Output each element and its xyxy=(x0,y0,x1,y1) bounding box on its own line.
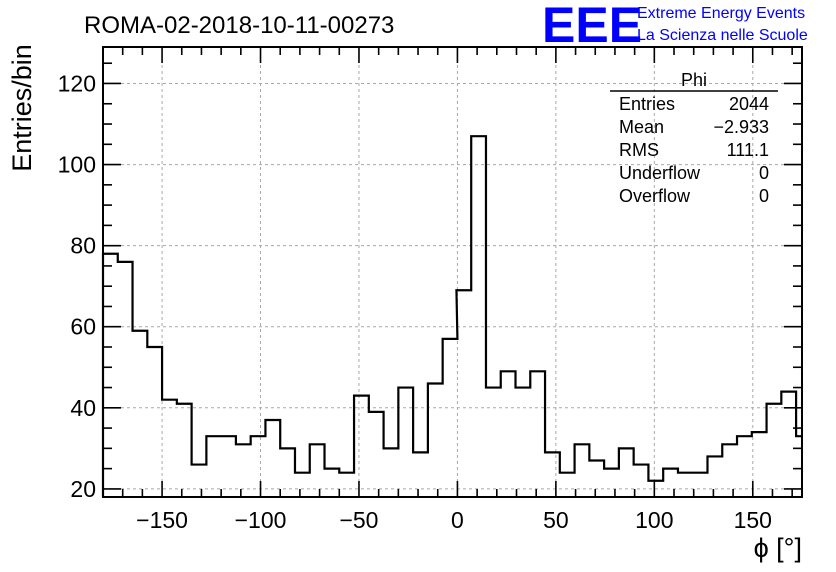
histogram-bin xyxy=(604,469,619,497)
stats-label-overflow: Overflow xyxy=(619,186,691,206)
histogram-bin xyxy=(530,371,545,497)
x-tick-label: 50 xyxy=(543,507,569,533)
stats-value-mean: −2.933 xyxy=(713,117,769,137)
histogram-bin xyxy=(103,254,118,497)
histogram-bin xyxy=(236,444,251,497)
stats-title: Phi xyxy=(681,70,707,90)
y-tick-label: 20 xyxy=(70,476,96,502)
stats-value-entries: 2044 xyxy=(729,94,769,114)
x-tick-label: −50 xyxy=(339,507,378,533)
histogram-bin xyxy=(648,481,663,497)
stats-value-overflow: 0 xyxy=(759,186,769,206)
y-tick-label: 100 xyxy=(58,152,96,178)
stats-box: Phi Entries 2044 Mean −2.933 RMS 111.1 U… xyxy=(610,70,778,206)
histogram-bin xyxy=(471,136,486,497)
histogram-bin xyxy=(192,465,207,497)
histogram-bin xyxy=(456,290,471,497)
x-tick-label: 100 xyxy=(635,507,673,533)
histogram-bin xyxy=(501,371,516,497)
histogram-bin xyxy=(707,456,722,497)
histogram-bin xyxy=(251,436,266,497)
stats-value-underflow: 0 xyxy=(759,163,769,183)
chart-title: ROMA-02-2018-10-11-00273 xyxy=(84,12,394,39)
histogram-bin xyxy=(162,400,177,497)
histogram-bin xyxy=(265,420,280,497)
histogram-bin xyxy=(221,436,236,497)
histogram-bin xyxy=(575,444,590,497)
x-tick-label: 150 xyxy=(734,507,772,533)
histogram-outline xyxy=(101,135,802,497)
histogram-bin xyxy=(560,473,575,497)
histogram-bin xyxy=(443,339,458,497)
histogram-bin xyxy=(339,473,354,497)
histogram-bin xyxy=(737,436,752,497)
histogram-bin xyxy=(413,452,428,497)
x-tick-label: −150 xyxy=(136,507,188,533)
eee-logo-mark: EEE xyxy=(542,0,642,53)
stats-value-rms: 111.1 xyxy=(727,140,769,160)
histogram-bin xyxy=(384,448,399,497)
x-tick-label: 0 xyxy=(451,507,464,533)
grid-lines xyxy=(103,47,802,497)
axes: −150 −100 −50 0 50 100 150 20 40 60 80 100 120 xyxy=(58,46,803,533)
stats-label-entries: Entries xyxy=(619,94,675,114)
histogram-bin xyxy=(325,469,340,497)
histogram-bin xyxy=(280,448,295,497)
histogram-bin xyxy=(589,461,604,497)
y-tick-label: 80 xyxy=(70,233,96,259)
histogram-bin xyxy=(369,412,384,497)
histogram-bin xyxy=(619,448,634,497)
histogram-bin xyxy=(752,432,767,497)
x-axis-label: ϕ [°] xyxy=(754,533,802,563)
histogram-bin xyxy=(428,383,443,497)
histogram-bin xyxy=(486,388,501,497)
eee-logo-line2: La Scienza nelle Scuole xyxy=(637,27,808,44)
y-axis-label: Entries/bin xyxy=(7,44,37,172)
histogram-bin xyxy=(693,473,708,497)
x-tick-label: −100 xyxy=(235,507,287,533)
histogram-bin xyxy=(147,347,162,497)
histogram-bin xyxy=(545,452,560,497)
histogram-bin xyxy=(133,331,148,497)
plot-frame xyxy=(102,46,803,498)
y-tick-label: 40 xyxy=(70,395,96,421)
y-tick-label: 120 xyxy=(58,70,96,96)
histogram-bin xyxy=(177,404,192,497)
eee-logo-line1: Extreme Energy Events xyxy=(637,5,805,22)
histogram-bin xyxy=(678,473,693,497)
histogram-bin xyxy=(722,444,737,497)
stats-label-underflow: Underflow xyxy=(619,163,701,183)
histogram-bin xyxy=(767,404,782,497)
histogram-bin xyxy=(118,262,133,497)
histogram-bin xyxy=(398,388,413,497)
histogram-bin xyxy=(310,444,325,497)
histogram-bin xyxy=(516,388,531,497)
stats-label-mean: Mean xyxy=(619,117,664,137)
histogram-bin xyxy=(295,473,310,497)
histogram-bin xyxy=(206,436,221,497)
eee-logo: EEE Extreme Energy Events La Scienza nel… xyxy=(542,0,808,53)
histogram-bin xyxy=(354,396,369,497)
y-tick-label: 60 xyxy=(70,314,96,340)
stats-label-rms: RMS xyxy=(619,140,659,160)
histogram-bin xyxy=(663,469,678,497)
histogram-bin xyxy=(634,465,649,497)
